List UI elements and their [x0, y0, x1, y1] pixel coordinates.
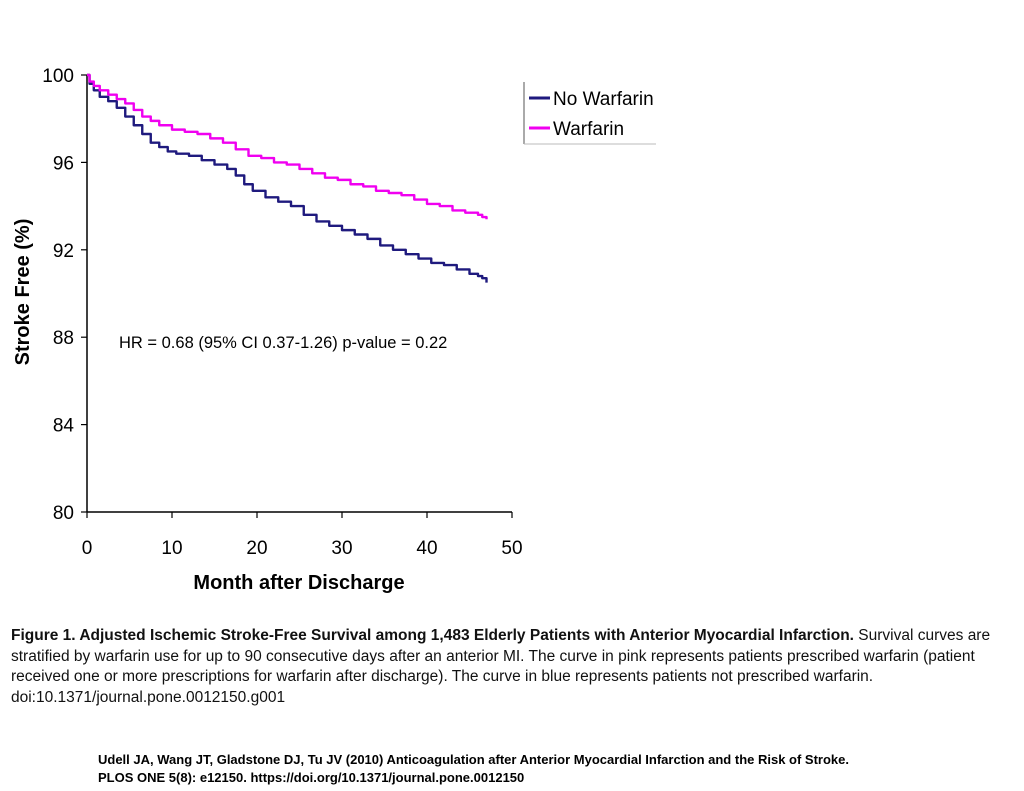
x-tick-label: 30 — [331, 538, 352, 559]
series-line-no-warfarin — [87, 73, 488, 283]
y-tick-label: 96 — [53, 153, 74, 174]
citation-line-1: Udell JA, Wang JT, Gladstone DJ, Tu JV (… — [98, 752, 849, 767]
x-tick-label: 40 — [416, 538, 437, 559]
chart-legend: No Warfarin Warfarin — [523, 82, 656, 145]
caption-title: Figure 1. Adjusted Ischemic Stroke-Free … — [11, 627, 854, 644]
caption-doi: doi:10.1371/journal.pone.0012150.g001 — [11, 688, 286, 706]
x-tick-label: 0 — [82, 538, 93, 559]
y-axis-label: Stroke Free (%) — [12, 219, 34, 366]
y-tick-label: 84 — [53, 416, 75, 437]
hazard-ratio-annotation: HR = 0.68 (95% CI 0.37-1.26) p-value = 0… — [119, 334, 447, 352]
x-tick-label: 50 — [501, 538, 522, 559]
y-tick-label: 100 — [42, 66, 74, 87]
x-tick-label: 20 — [246, 538, 267, 559]
x-tick-label: 10 — [161, 538, 182, 559]
x-axis-label: Month after Discharge — [193, 572, 404, 594]
figure-caption: Figure 1. Adjusted Ischemic Stroke-Free … — [11, 626, 1021, 708]
y-tick-label: 88 — [53, 328, 74, 349]
chart-series — [87, 73, 488, 283]
survival-chart: 80 84 88 92 96 100 0 10 20 30 40 50 Stroke Free (%)… — [12, 66, 656, 594]
caption-body: Survival curves are stratified by warfar… — [11, 627, 991, 685]
citation-line-2: PLOS ONE 5(8): e12150. https://doi.org/1… — [98, 770, 525, 785]
y-tick-label: 92 — [53, 241, 74, 262]
citation: Udell JA, Wang JT, Gladstone DJ, Tu JV (… — [98, 751, 1018, 787]
legend-label-warfarin: Warfarin — [553, 119, 624, 140]
y-tick-label: 80 — [53, 503, 74, 524]
series-line-warfarin — [87, 73, 488, 220]
chart-axes: 80 84 88 92 96 100 0 10 20 30 40 50 — [42, 66, 522, 559]
legend-label-no-warfarin: No Warfarin — [553, 89, 654, 110]
